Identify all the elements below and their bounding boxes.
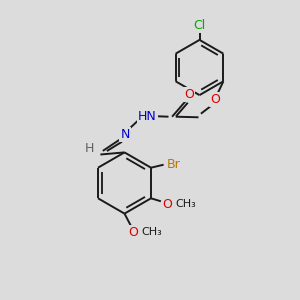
Text: O: O: [184, 88, 194, 101]
Text: O: O: [163, 198, 172, 211]
Text: Br: Br: [167, 158, 181, 171]
Text: H: H: [84, 142, 94, 155]
Text: N: N: [120, 128, 130, 141]
Text: O: O: [129, 226, 138, 239]
Text: CH₃: CH₃: [176, 199, 196, 209]
Text: Cl: Cl: [194, 19, 206, 32]
Text: CH₃: CH₃: [142, 227, 163, 237]
Text: HN: HN: [138, 110, 157, 123]
Text: O: O: [210, 93, 220, 106]
